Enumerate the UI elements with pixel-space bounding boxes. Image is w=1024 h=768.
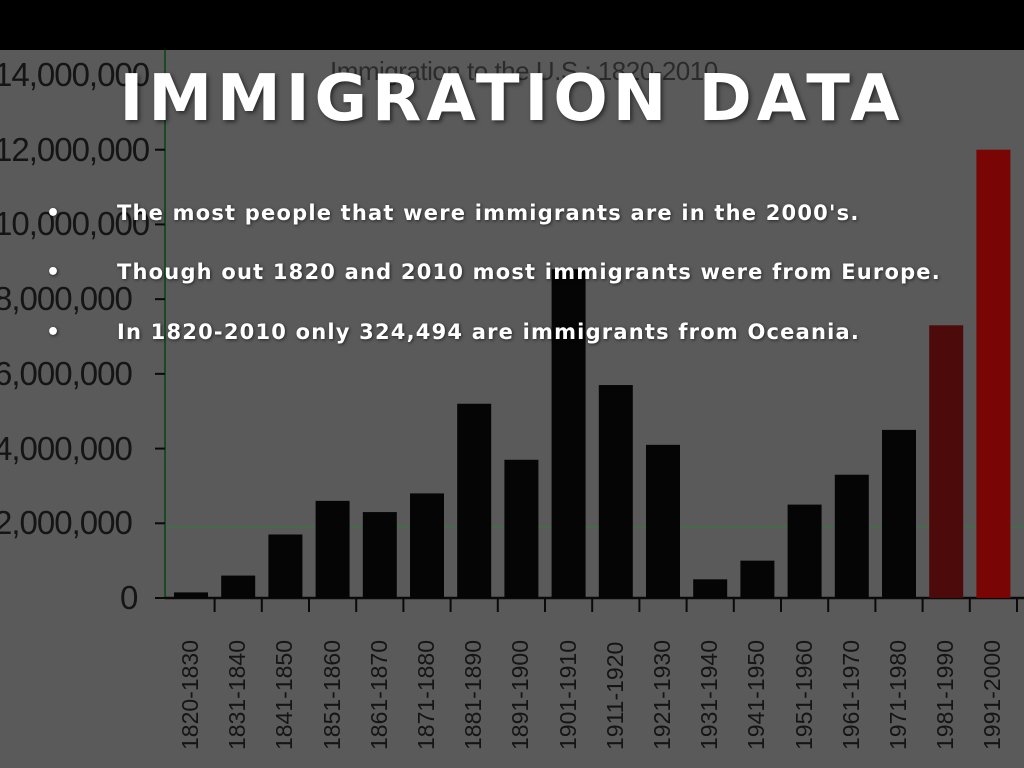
x-tick-label: 1841-1850 [271, 640, 298, 750]
bullet-icon: • [46, 201, 61, 226]
x-tick-label: 1971-1980 [885, 640, 911, 750]
bullet-icon: • [46, 260, 61, 285]
x-tick-label: 1871-1880 [413, 640, 439, 750]
x-tick-label: 1831-1840 [224, 640, 251, 750]
x-tick-label: 1820-1830 [177, 640, 203, 750]
bar [504, 459, 539, 598]
x-tick-label: 1891-1900 [507, 640, 534, 750]
x-tick-label: 1991-2000 [979, 640, 1006, 750]
x-tick-label: 1861-1870 [365, 640, 392, 750]
y-tick-label: 8,000,000 [0, 280, 133, 318]
x-tick-label: 1911-1920 [601, 641, 628, 750]
x-tick-label: 1921-1930 [649, 640, 675, 750]
bullet-item: • In 1820-2010 only 324,494 are immigran… [0, 320, 1024, 354]
bar [268, 534, 303, 598]
bar [174, 592, 208, 598]
bullet-text: Though out 1820 and 2010 most immigrants… [117, 260, 941, 284]
y-tick-label: 14,000,000 [0, 56, 150, 93]
bullet-text: In 1820-2010 only 324,494 are immigrants… [117, 320, 861, 344]
x-tick-label: 1931-1940 [696, 640, 723, 750]
bullet-text: The most people that were immigrants are… [117, 201, 860, 225]
bar [551, 269, 586, 598]
x-tick-label: 1981-1990 [932, 640, 959, 750]
bar [740, 560, 775, 598]
bar [221, 575, 256, 598]
bullet-item: • Though out 1820 and 2010 most immigran… [0, 260, 1024, 294]
bar [598, 385, 633, 598]
bar [457, 403, 492, 598]
chart-title: Immigration to the U.S.: 1820-2010 [330, 56, 718, 86]
x-tick-label: 1961-1970 [837, 640, 864, 750]
bar [929, 325, 964, 598]
bar [315, 500, 350, 598]
y-tick-label: 10,000,000 [0, 205, 150, 243]
x-tick-label: 1901-1910 [554, 640, 581, 750]
bar [976, 149, 1011, 598]
y-tick-label: 0 [120, 579, 138, 616]
y-tick-label: 6,000,000 [0, 354, 133, 392]
bar [787, 504, 822, 598]
bullet-item: • The most people that were immigrants a… [0, 201, 1024, 235]
y-tick-label: 2,000,000 [0, 504, 133, 542]
x-tick-label: 1851-1860 [318, 640, 345, 750]
x-tick-label: 1941-1950 [743, 640, 770, 750]
bar [693, 579, 728, 598]
bar [410, 493, 444, 598]
bar [882, 429, 916, 598]
chart-plot [155, 50, 1024, 612]
bullet-icon: • [46, 320, 61, 345]
y-tick-label: 4,000,000 [0, 429, 133, 467]
bar [834, 474, 869, 598]
slide-title: IMMIGRATION DATA [119, 62, 905, 136]
chart-area: Immigration to the U.S.: 1820-2010 0 2,00… [0, 50, 1024, 768]
x-tick-label: 1951-1960 [790, 640, 817, 750]
y-tick-label: 12,000,000 [0, 130, 150, 168]
bar [646, 444, 680, 598]
bar [362, 512, 397, 598]
x-tick-label: 1881-1890 [460, 640, 487, 750]
